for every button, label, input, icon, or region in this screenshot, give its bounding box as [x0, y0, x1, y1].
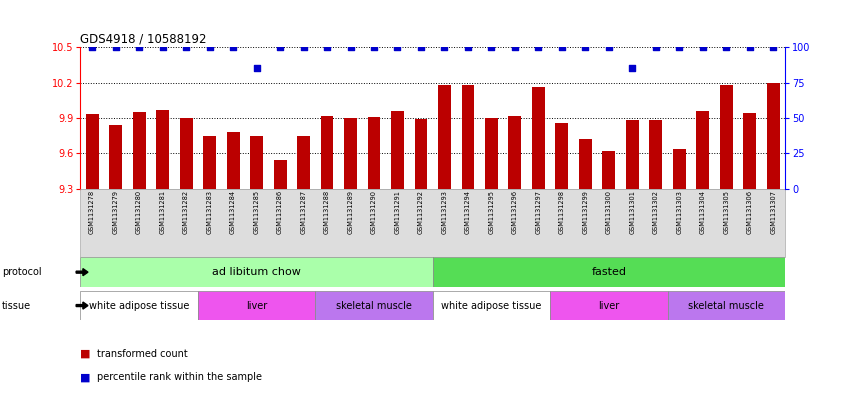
- Point: [273, 44, 287, 50]
- Point: [579, 44, 592, 50]
- Point: [720, 44, 733, 50]
- Text: tissue: tissue: [2, 301, 30, 310]
- Bar: [626, 120, 639, 189]
- Point: [602, 44, 616, 50]
- Bar: [720, 85, 733, 189]
- Point: [437, 44, 451, 50]
- Bar: [344, 118, 357, 189]
- Bar: [556, 123, 569, 189]
- Text: white adipose tissue: white adipose tissue: [89, 301, 190, 310]
- Bar: [462, 85, 475, 189]
- Point: [415, 44, 428, 50]
- Text: percentile rank within the sample: percentile rank within the sample: [97, 372, 262, 382]
- Bar: [80, 291, 198, 320]
- Point: [250, 65, 263, 72]
- Bar: [80, 257, 433, 287]
- Point: [85, 44, 99, 50]
- Bar: [579, 139, 592, 189]
- Point: [226, 44, 239, 50]
- Bar: [673, 149, 686, 189]
- Bar: [179, 118, 193, 189]
- Point: [766, 44, 780, 50]
- Point: [696, 44, 710, 50]
- Bar: [227, 132, 239, 189]
- Bar: [316, 291, 433, 320]
- Text: transformed count: transformed count: [97, 349, 188, 359]
- Bar: [133, 112, 146, 189]
- Bar: [508, 116, 521, 189]
- Point: [649, 44, 662, 50]
- Text: GDS4918 / 10588192: GDS4918 / 10588192: [80, 32, 207, 45]
- Point: [461, 44, 475, 50]
- Point: [179, 44, 193, 50]
- Bar: [766, 83, 780, 189]
- Text: skeletal muscle: skeletal muscle: [336, 301, 412, 310]
- Bar: [367, 117, 381, 189]
- Point: [321, 44, 334, 50]
- Point: [109, 44, 123, 50]
- Bar: [744, 113, 756, 189]
- Point: [132, 44, 146, 50]
- Point: [673, 44, 686, 50]
- Bar: [321, 116, 333, 189]
- Point: [343, 44, 357, 50]
- Point: [531, 44, 545, 50]
- Bar: [415, 119, 427, 189]
- Text: protocol: protocol: [2, 267, 41, 277]
- Point: [508, 44, 522, 50]
- Text: white adipose tissue: white adipose tissue: [442, 301, 541, 310]
- Text: liver: liver: [598, 301, 619, 310]
- Bar: [602, 151, 615, 189]
- Point: [391, 44, 404, 50]
- Bar: [203, 136, 216, 189]
- Text: ■: ■: [80, 372, 91, 382]
- Point: [367, 44, 381, 50]
- Bar: [438, 85, 451, 189]
- Point: [555, 44, 569, 50]
- Text: liver: liver: [246, 301, 267, 310]
- Bar: [696, 111, 709, 189]
- Point: [743, 44, 756, 50]
- Bar: [157, 110, 169, 189]
- Bar: [250, 136, 263, 189]
- Bar: [667, 291, 785, 320]
- Text: skeletal muscle: skeletal muscle: [689, 301, 764, 310]
- Bar: [297, 136, 310, 189]
- Point: [297, 44, 310, 50]
- Point: [626, 65, 640, 72]
- Point: [203, 44, 217, 50]
- Bar: [391, 111, 404, 189]
- Text: ■: ■: [80, 349, 91, 359]
- Point: [156, 44, 169, 50]
- Point: [485, 44, 498, 50]
- Bar: [550, 291, 667, 320]
- Bar: [433, 291, 550, 320]
- Bar: [433, 257, 785, 287]
- Bar: [485, 118, 498, 189]
- Bar: [273, 160, 287, 189]
- Bar: [650, 120, 662, 189]
- Text: fasted: fasted: [591, 267, 626, 277]
- Bar: [198, 291, 316, 320]
- Text: ad libitum chow: ad libitum chow: [212, 267, 301, 277]
- Bar: [109, 125, 122, 189]
- Bar: [532, 87, 545, 189]
- Bar: [85, 114, 99, 189]
